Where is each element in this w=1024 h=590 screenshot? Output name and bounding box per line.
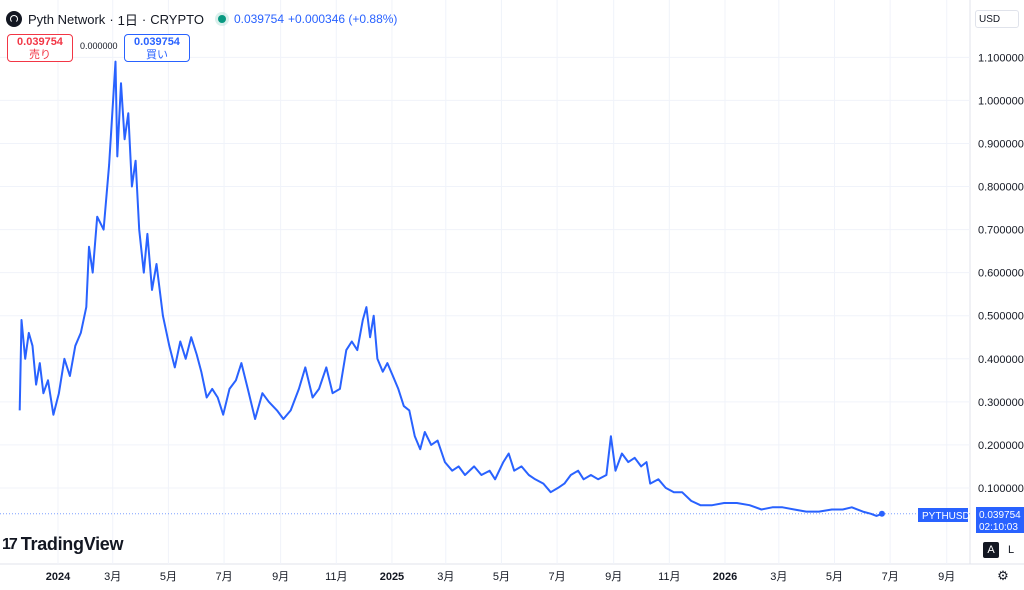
sell-label: 売り (29, 49, 51, 61)
time-tick-label: 11月 (658, 571, 680, 583)
auto-scale-button[interactable]: A (983, 542, 999, 558)
time-tick-label: 9月 (272, 571, 289, 583)
ticker-label: PYTHUSD (922, 511, 970, 522)
header-separator: · (109, 11, 114, 27)
spread-value: 0.000000 (80, 41, 118, 51)
price-tick-label: 0.500000 (978, 311, 1024, 323)
pyth-logo-icon (6, 11, 22, 27)
log-scale-button[interactable]: L (1007, 544, 1015, 556)
tradingview-logo-text: TradingView (20, 534, 124, 554)
interval-label[interactable]: 1日 (117, 12, 138, 28)
symbol-header[interactable]: Pyth Network · 1日 · CRYPTO 0.039754 +0.0… (6, 10, 397, 28)
last-price-point (878, 510, 885, 517)
time-axis[interactable]: 2024 3月 5月 7月 9月 11月 2025 3月 5月 7月 9月 11月 2026 3月 5月 7月… (46, 571, 956, 583)
price-axis[interactable]: 0.100000 0.200000 0.300000 0.400000 0.500000… (978, 52, 1024, 495)
header-price-change: +0.000346 (+0.88%) (288, 12, 398, 26)
price-tick-label: 1.000000 (978, 95, 1024, 107)
price-tick-label: 0.600000 (978, 268, 1024, 280)
last-value-label: 0.039754 (979, 510, 1021, 521)
time-tick-label: 5月 (826, 571, 843, 583)
chart-grid (0, 0, 1024, 565)
price-tick-label: 1.100000 (978, 52, 1024, 64)
price-tick-label: 0.700000 (978, 225, 1024, 237)
gear-icon[interactable]: ⚙ (997, 568, 1009, 583)
time-tick-label: 7月 (882, 571, 899, 583)
sell-price: 0.039754 (17, 36, 63, 48)
time-tick-label: 3月 (104, 571, 121, 583)
price-tick-label: 0.800000 (978, 182, 1024, 194)
time-tick-label: 7月 (216, 571, 233, 583)
currency-selector[interactable]: USD (975, 10, 1019, 28)
time-tick-label: 2026 (713, 571, 737, 583)
countdown-label: 02:10:03 (979, 522, 1018, 533)
buy-price: 0.039754 (134, 36, 180, 48)
market-status-icon[interactable] (217, 15, 226, 23)
time-tick-label: 2024 (46, 571, 71, 583)
time-tick-label: 3月 (770, 571, 787, 583)
sell-button[interactable]: 0.039754 売り (7, 34, 73, 62)
header-last-price: 0.039754 (233, 12, 284, 26)
last-value-box (976, 507, 1024, 533)
exchange-label: CRYPTO (150, 11, 204, 27)
ticker-label-box (918, 508, 968, 522)
price-tick-label: 0.100000 (978, 483, 1024, 495)
tradingview-logo[interactable]: 17 TradingView (2, 534, 124, 555)
time-tick-label: 9月 (938, 571, 955, 583)
price-series-line[interactable] (18, 60, 883, 517)
symbol-name[interactable]: Pyth Network (28, 11, 106, 27)
time-tick-label: 7月 (549, 571, 566, 583)
time-tick-label: 5月 (160, 571, 177, 583)
buy-button[interactable]: 0.039754 買い (124, 34, 190, 62)
time-tick-label: 3月 (437, 571, 454, 583)
buy-label: 買い (146, 49, 168, 61)
tradingview-logo-icon: 17 (2, 535, 18, 553)
header-separator-2: · (141, 11, 147, 27)
price-tick-label: 0.400000 (978, 354, 1024, 366)
time-tick-label: 2025 (380, 571, 404, 583)
price-tick-label: 0.900000 (978, 138, 1024, 150)
price-tick-label: 0.300000 (978, 397, 1024, 409)
price-tick-label: 0.200000 (978, 440, 1024, 452)
time-tick-label: 11月 (325, 571, 347, 583)
time-tick-label: 9月 (605, 571, 622, 583)
time-tick-label: 5月 (493, 571, 510, 583)
